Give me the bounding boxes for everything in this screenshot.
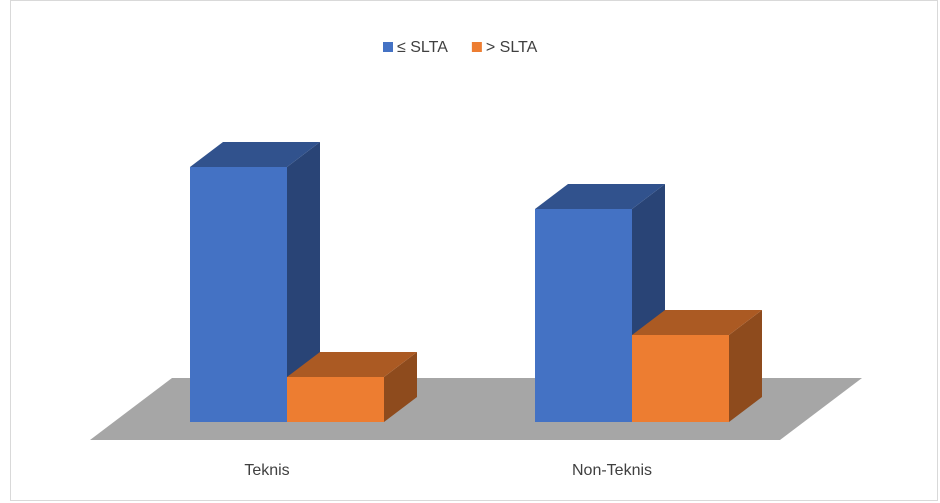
bar [632,335,729,422]
bar [287,377,384,422]
bar [535,209,632,422]
legend-swatch [383,42,393,52]
bar-top [190,142,320,167]
bar-side [287,142,320,422]
bar-top [287,352,417,377]
bar [190,167,287,422]
legend-swatch [471,42,482,52]
x-tick-label: Teknis [244,462,289,479]
bar-top [632,310,762,335]
x-tick-label: Non-Teknis [572,462,652,479]
legend-label: ≤ SLTA [397,39,448,56]
legend-label: > SLTA [486,39,538,56]
bar-side [384,352,417,422]
bar-top [535,184,665,209]
bar-side [729,310,762,422]
